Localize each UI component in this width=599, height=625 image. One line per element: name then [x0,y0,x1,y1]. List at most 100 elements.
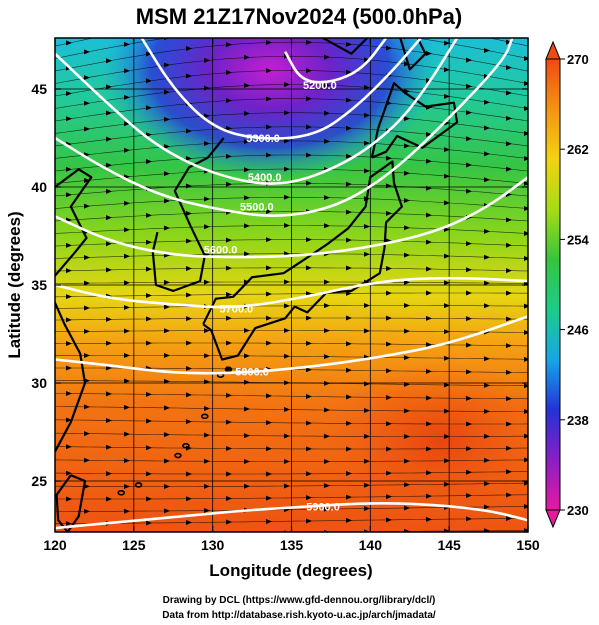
flow-arrow [524,457,528,463]
flow-arrow [524,356,528,362]
contour-line [140,38,422,140]
flow-arrow [506,369,512,375]
flow-arrow [164,116,170,122]
flow-arrow [404,482,410,488]
streamline [55,84,528,109]
flow-arrow [524,303,528,309]
flow-arrow [386,315,392,321]
flow-arrow [226,265,232,271]
flow-arrow [346,125,352,131]
flow-arrow [164,353,170,359]
flow-arrow [306,265,312,271]
streamline [55,330,528,333]
flow-arrow [226,125,232,131]
flow-arrow [106,84,112,90]
flow-arrow [266,208,272,214]
streamline [55,518,528,525]
colorbar-extend-top [545,40,561,60]
flow-arrow [324,303,330,309]
flow-arrow [204,141,210,147]
flow-arrow [146,316,152,322]
flow-arrow [146,293,152,299]
flow-arrow [426,239,432,245]
contour-label: 5800.0 [235,366,269,378]
flow-arrow [284,279,290,285]
streamline [55,38,528,59]
flow-arrow [106,391,112,397]
flow-arrow [146,340,152,346]
flow-arrow [484,433,490,439]
flow-arrow [164,483,170,489]
flow-arrow [444,528,450,532]
flow-arrow [364,408,370,414]
flow-arrow [484,177,490,183]
flow-arrow [146,520,152,526]
flow-arrow [226,446,232,452]
flow-arrow [324,82,330,88]
flow-arrow [466,395,472,401]
streamline [55,98,528,122]
streamline [55,471,528,475]
y-tick-label: 30 [31,375,47,391]
flow-arrow [386,341,392,347]
flow-arrow [506,90,512,96]
streamline [55,355,528,360]
flow-arrow [124,508,130,514]
flow-arrow [306,367,312,373]
flow-arrow [106,340,112,346]
flow-arrow [124,328,130,334]
flow-arrow [226,153,232,159]
flow-arrow [226,97,232,103]
credit-line-2: Data from http://database.rish.kyoto-u.a… [162,610,436,621]
flow-arrow [306,446,312,452]
flow-arrow [146,159,152,165]
flow-arrow [66,417,72,423]
streamline [55,225,528,234]
contour-line [55,38,459,185]
x-tick-label: 135 [280,537,304,553]
flow-arrow [444,173,450,179]
flow-arrow [244,251,250,257]
flow-arrow [204,279,210,285]
colorbar-tick-label: 270 [567,52,589,67]
flow-arrow [426,516,432,522]
flow-arrow [524,156,528,161]
flow-arrow [266,68,272,74]
flow-arrow [484,48,490,54]
flow-arrow [146,418,152,424]
flow-arrow [66,90,72,96]
flow-arrow [106,32,112,37]
flow-arrow [66,391,72,397]
flow-arrow [444,355,450,361]
streamline [55,393,528,400]
flow-arrow [244,433,250,439]
flow-arrow [284,328,290,334]
contour-label: 5600.0 [204,245,238,257]
flow-arrow [324,506,330,512]
flow-arrow [524,81,528,86]
flow-arrow [426,395,432,401]
streamline [55,305,528,309]
colorbar-tick-label: 230 [567,503,589,518]
flow-arrow [426,158,432,164]
flow-arrow [266,471,272,477]
flow-arrow [146,51,152,57]
contour-label: 5700.0 [219,304,253,316]
flow-arrow [404,328,410,334]
flow-arrow [306,340,312,346]
flow-arrow [244,379,250,385]
flow-arrow [244,82,250,88]
flow-arrow [346,341,352,347]
flow-arrow [426,421,432,427]
flow-arrow [506,115,512,121]
streamline [55,432,528,437]
flow-arrow [426,131,432,137]
island [200,413,209,420]
streamline [55,317,528,321]
flow-arrow [364,433,370,439]
chart-title: MSM 21Z17Nov2024 (500.0hPa) [136,4,463,29]
flow-arrow [284,303,290,309]
flow-arrow [84,431,90,437]
flow-arrow [244,406,250,412]
